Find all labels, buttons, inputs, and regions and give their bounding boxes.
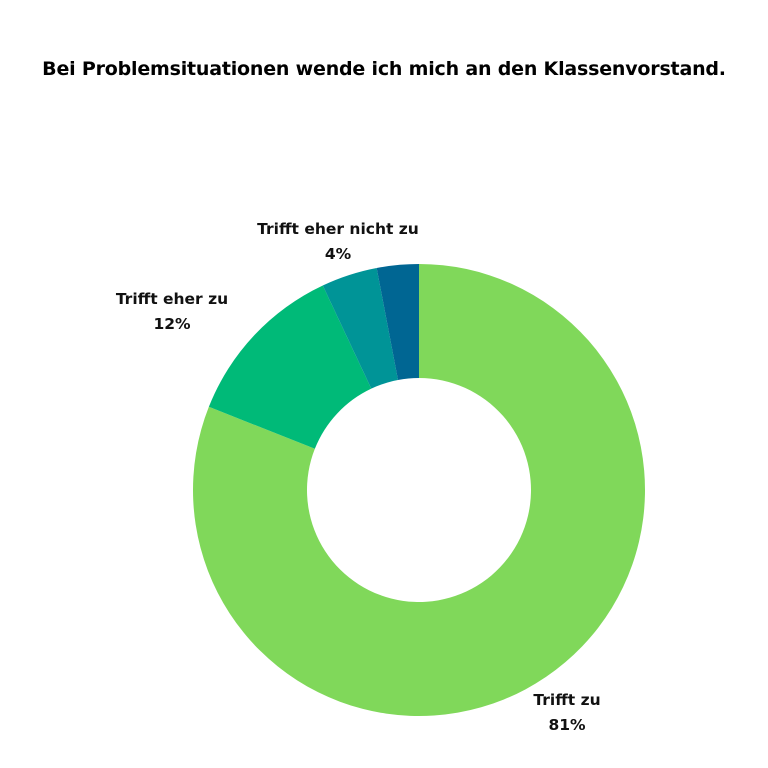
- slice-value-label: 12%: [153, 315, 191, 333]
- slice-unlabeled: [376, 264, 419, 380]
- label-group: Trifft zu 81% Trifft eher zu 12% Trifft eher…: [116, 220, 601, 734]
- slice-value-label: 81%: [548, 716, 586, 734]
- slice-trifft-eher-nicht-zu: [322, 268, 399, 389]
- slice-label: Trifft eher nicht zu: [257, 220, 419, 238]
- slice-label: Trifft zu: [533, 691, 600, 709]
- chart-title: Bei Problemsituationen wende ich mich an…: [42, 58, 726, 80]
- slice-trifft-zu: [193, 264, 646, 716]
- slice-group: [193, 264, 646, 716]
- slice-trifft-eher-zu: [208, 285, 372, 449]
- slice-value-label: 4%: [325, 245, 352, 263]
- slice-label: Trifft eher zu: [116, 290, 228, 308]
